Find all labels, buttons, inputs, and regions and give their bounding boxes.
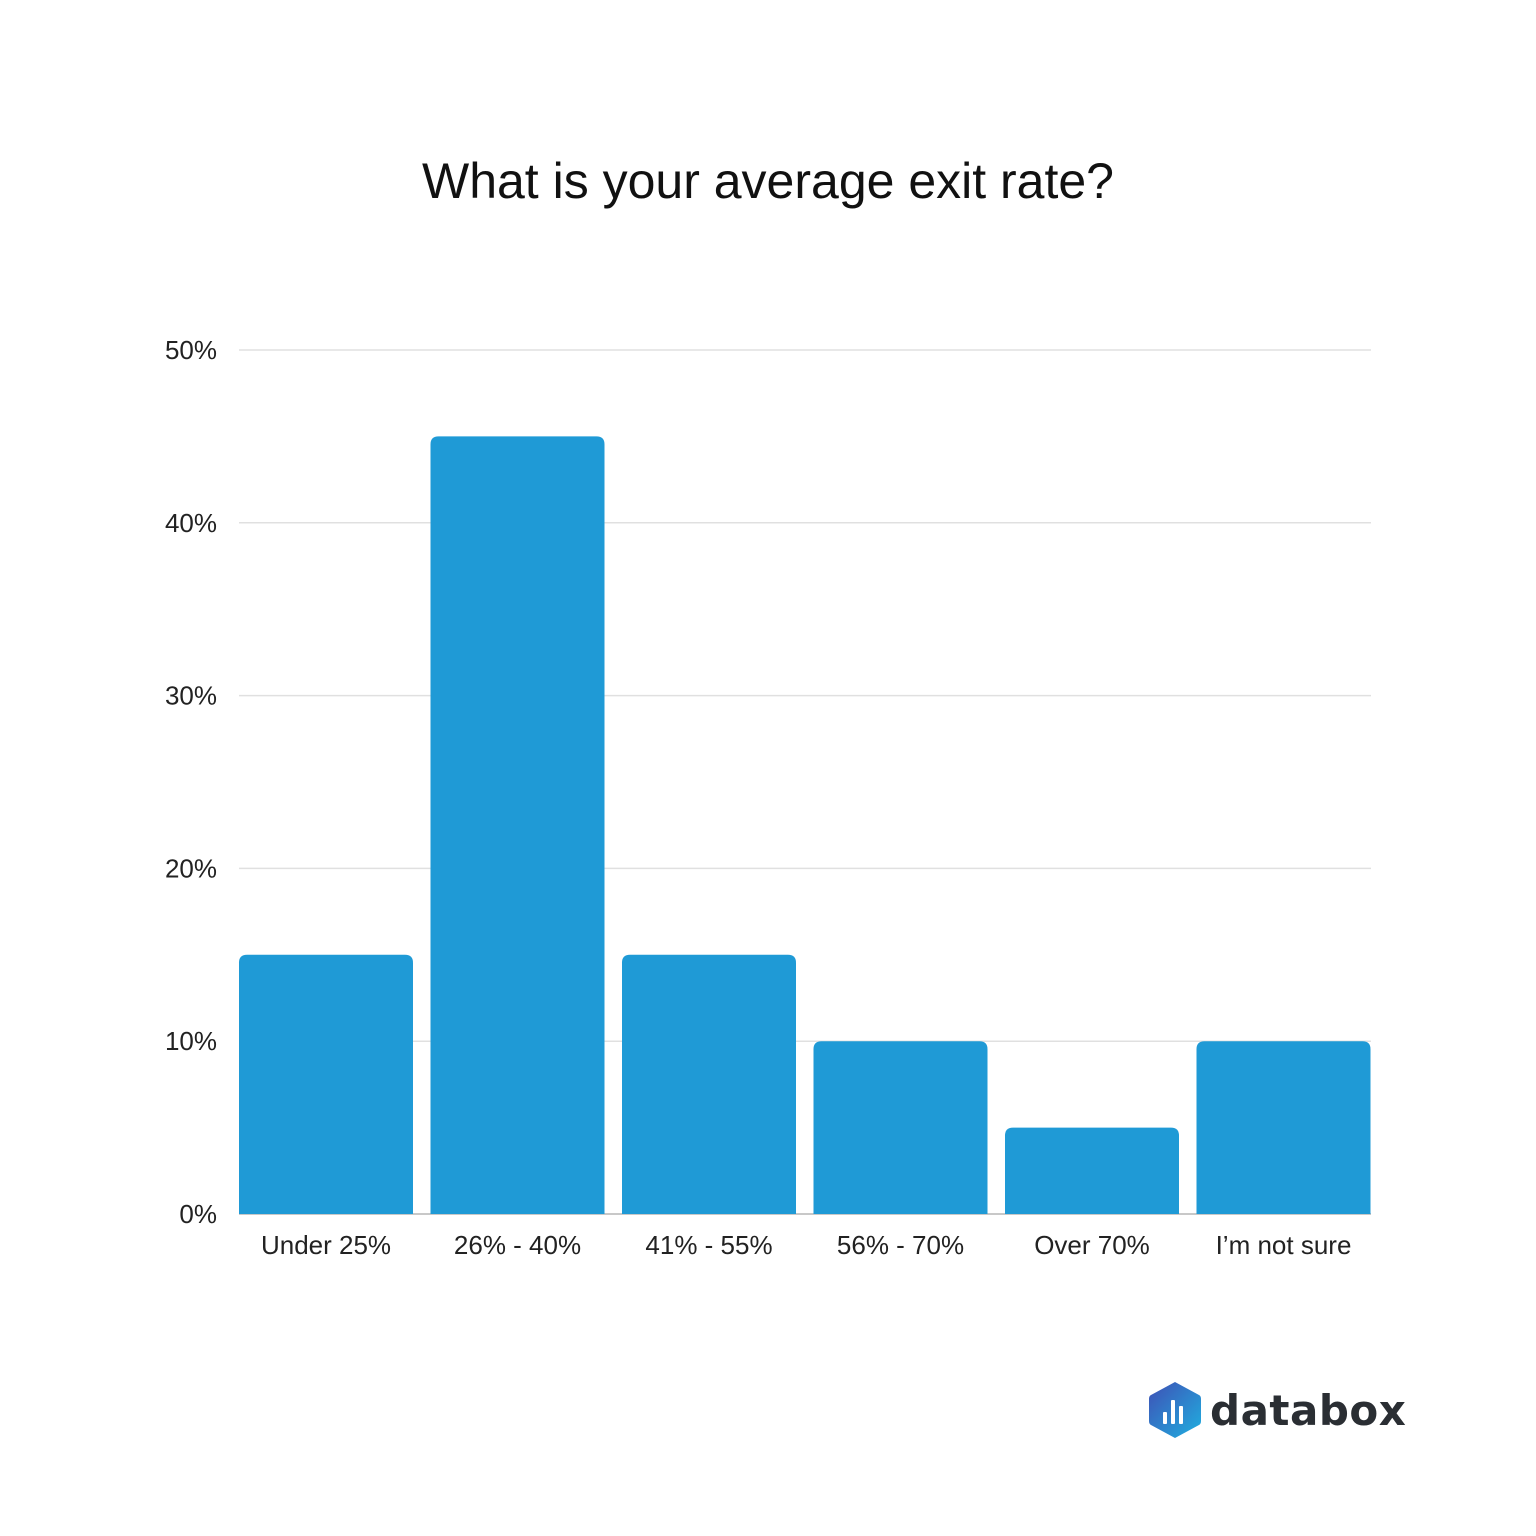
y-tick-label: 50%: [165, 335, 217, 365]
bar: [622, 954, 796, 1214]
x-tick-label: 41% - 55%: [645, 1230, 772, 1260]
bar: [1005, 1127, 1179, 1214]
x-tick-label: Over 70%: [1034, 1230, 1150, 1260]
x-tick-label: 56% - 70%: [837, 1230, 964, 1260]
bar: [1196, 1041, 1371, 1214]
y-tick-label: 40%: [165, 508, 217, 538]
x-tick-label: Under 25%: [261, 1230, 391, 1260]
y-tick-label: 10%: [165, 1026, 217, 1056]
y-tick-label: 30%: [165, 681, 217, 711]
databox-logo: databox: [1148, 1380, 1406, 1440]
y-tick-label: 20%: [165, 853, 217, 883]
x-tick-label: 26% - 40%: [454, 1230, 581, 1260]
bar: [239, 954, 413, 1214]
y-tick-label: 0%: [179, 1199, 217, 1229]
databox-logo-icon: [1149, 1382, 1201, 1438]
bar: [813, 1041, 988, 1214]
x-tick-label: I’m not sure: [1216, 1230, 1352, 1260]
bar: [430, 436, 605, 1214]
chart-title: What is your average exit rate?: [422, 153, 1114, 209]
databox-logo-text: databox: [1210, 1385, 1407, 1435]
